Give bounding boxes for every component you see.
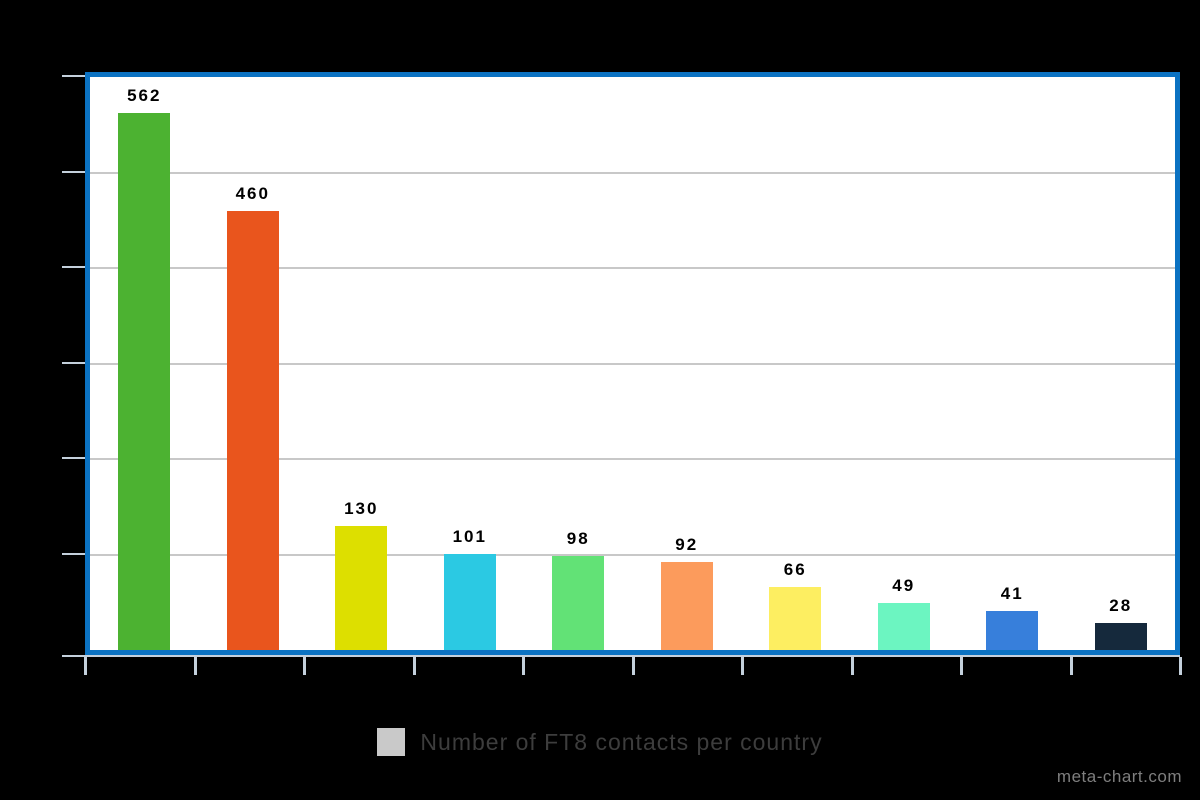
bar-slot: 101 [416, 77, 525, 650]
x-axis-tick [1179, 657, 1182, 675]
bar-value-label: 98 [566, 529, 590, 549]
y-axis-tick [62, 266, 85, 268]
bar-slot: 28 [1067, 77, 1176, 650]
x-axis-tick [631, 657, 635, 675]
gridline [90, 458, 1175, 460]
bar-value-label: 66 [783, 559, 807, 579]
bar-slot: 98 [524, 77, 633, 650]
y-axis-tick [62, 552, 85, 555]
bar [226, 210, 279, 650]
bar-value-label: 101 [452, 526, 487, 546]
x-axis-tick [84, 657, 87, 675]
x-axis-tick [303, 657, 306, 675]
gridline [90, 553, 1175, 556]
bar [552, 556, 605, 650]
bar-value-label: 92 [675, 535, 699, 555]
bar [1094, 623, 1147, 650]
gridline [90, 171, 1175, 174]
legend: Number of FT8 contacts per country [0, 728, 1200, 756]
x-axis-tick [412, 657, 416, 675]
plot-inner: 562 460 130 101 98 92 66 49 41 28 [90, 77, 1175, 650]
y-axis-tick [62, 75, 85, 77]
x-axis-tick [960, 657, 963, 675]
watermark: meta-chart.com [1056, 767, 1182, 786]
gridline [90, 362, 1175, 365]
legend-swatch [377, 728, 406, 756]
bar [118, 113, 171, 650]
bar-slot: 49 [850, 77, 959, 650]
bar-slot: 130 [307, 77, 416, 650]
bar-value-label: 460 [235, 183, 270, 203]
gridline [90, 267, 1175, 269]
x-axis-tick [522, 657, 525, 675]
y-axis-tick [62, 457, 85, 459]
x-axis-tick [741, 657, 744, 675]
bar [335, 525, 388, 650]
bar-value-label: 28 [1109, 596, 1133, 616]
bar-slot: 92 [633, 77, 742, 650]
x-axis-tick [1069, 657, 1073, 675]
bar [986, 610, 1039, 650]
legend-label: Number of FT8 contacts per country [420, 728, 823, 755]
bar-value-label: 49 [892, 576, 916, 596]
bar [769, 586, 822, 650]
bar-slot: 562 [90, 77, 199, 650]
bar-slot: 460 [199, 77, 308, 650]
x-axis-baseline [62, 655, 1180, 657]
x-axis-tick [193, 657, 197, 675]
bar [443, 553, 496, 650]
bar-value-label: 562 [127, 86, 162, 106]
bar [877, 603, 930, 650]
bar-value-label: 130 [344, 498, 379, 518]
bar-value-label: 41 [1000, 583, 1024, 603]
bar [660, 562, 713, 650]
y-axis-tick [62, 170, 85, 173]
plot-area: 562 460 130 101 98 92 66 49 41 28 [85, 72, 1180, 655]
bar-slot: 41 [958, 77, 1067, 650]
y-axis-tick [62, 361, 85, 364]
x-axis-tick [850, 657, 854, 675]
bar-slot: 66 [741, 77, 850, 650]
